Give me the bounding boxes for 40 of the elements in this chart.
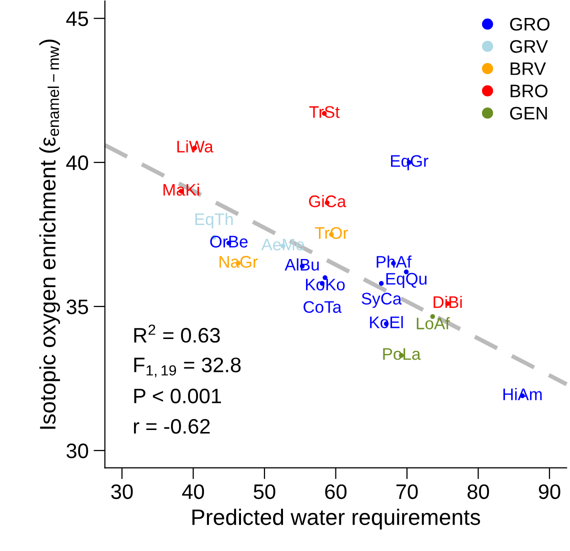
annotation: r = -0.62 [134, 418, 210, 434]
legend-label: BRV [510, 62, 546, 75]
annotation: R$^{2}$ = 0.63 [134, 324, 220, 343]
legend-label: GEN [510, 106, 547, 120]
x-tick-label: 30 [111, 484, 133, 500]
data-label: SyCa [362, 292, 402, 308]
x-tick-label: 70 [396, 484, 418, 500]
y-tick-label: 35 [66, 299, 88, 314]
data-label: AlBu [284, 258, 319, 271]
data-label: EqQu [386, 272, 426, 288]
legend-label: GRO [510, 18, 550, 31]
data-label: LoAf [416, 317, 450, 330]
data-label: LiWa [177, 140, 214, 152]
data-label: KoEl [370, 316, 403, 328]
data-label: DiBi [434, 296, 462, 308]
legend-label: BRO [510, 84, 548, 98]
y-tick-label: 40 [66, 155, 88, 170]
x-tick-label: 60 [325, 484, 347, 500]
x-axis-title: Predicted water requirements [192, 508, 480, 530]
data-label: PoLa [383, 348, 421, 360]
point [378, 281, 384, 286]
data-label: CoTa [304, 301, 342, 313]
data-label: MaKi [164, 183, 199, 196]
data-label: KoKo [306, 278, 345, 290]
y-axis-title: Isotopic oxygen enrichment (ε$_{enamel−mw}$) [39, 40, 60, 429]
y-tick-label: 45 [66, 12, 88, 26]
legend-label: GRV [510, 40, 548, 53]
x-tick-label: 50 [254, 484, 276, 500]
data-label: EqGr [391, 155, 428, 170]
x-tick-label: 80 [468, 484, 490, 500]
data-label: EqTh [195, 212, 233, 228]
data-label: OrBe [210, 236, 248, 248]
y-tick-label: 30 [66, 444, 88, 458]
x-tick-label: 40 [182, 484, 204, 500]
data-label: TrSt [309, 106, 340, 118]
x-tick-label: 90 [538, 484, 560, 500]
annotation: F$_{1,19}$ = 32.8 [134, 358, 241, 378]
data-label: PhAf [376, 255, 412, 268]
annotation: P < 0.001 [134, 388, 221, 404]
data-label: NaGr [220, 256, 258, 268]
